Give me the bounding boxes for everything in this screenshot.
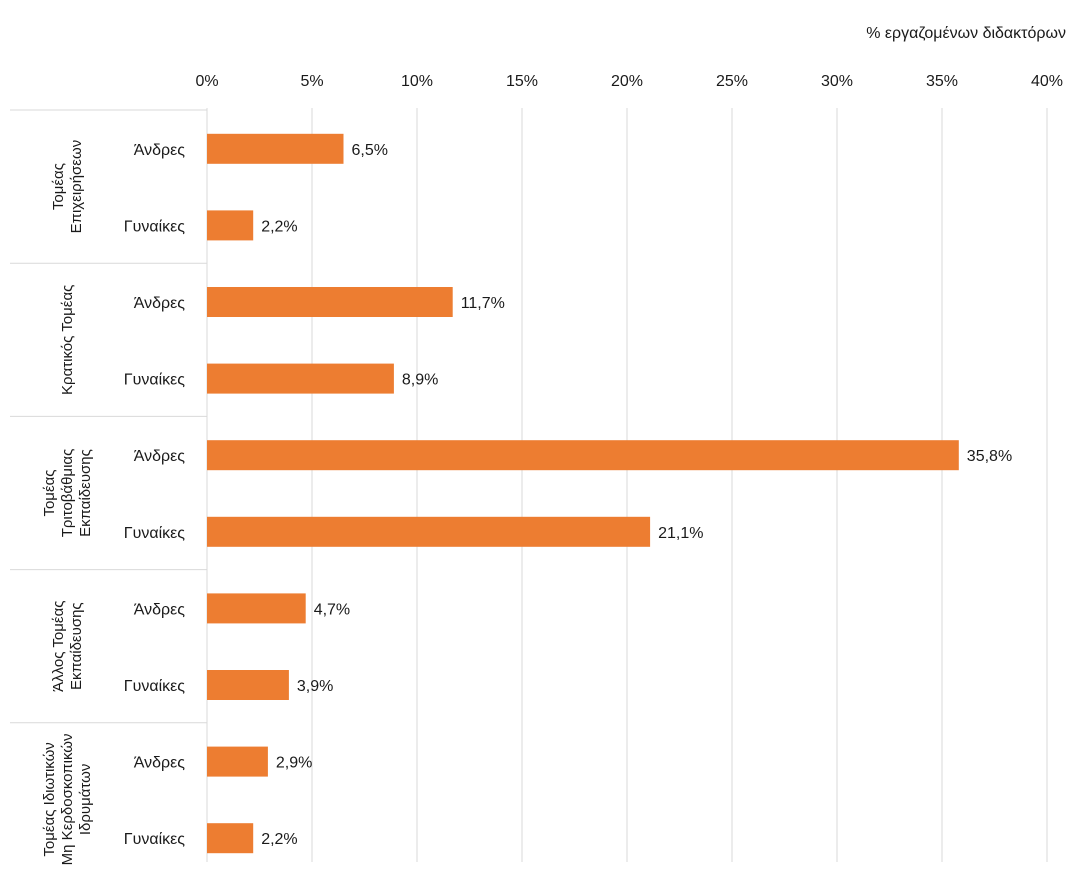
bar xyxy=(207,593,306,624)
group-separators xyxy=(10,108,208,862)
group-label-line: Άλλος Τομέας xyxy=(50,601,67,692)
x-tick-label: 30% xyxy=(821,73,853,90)
category-label: Άνδρες xyxy=(134,295,186,312)
category-label: Άνδρες xyxy=(134,755,186,772)
group-label-line: Τομέας Ιδιωτικών xyxy=(41,742,58,856)
bar xyxy=(207,670,289,700)
data-labels: 6,5% 2,2% 11,7% 8,9% 35,8% 21,1% 4,7% 3,9% 2,9% 2… xyxy=(261,142,1012,848)
x-tick-label: 40% xyxy=(1031,73,1063,90)
x-tick-label: 15% xyxy=(506,73,538,90)
data-label: 2,9% xyxy=(276,755,312,772)
data-label: 35,8% xyxy=(967,448,1012,465)
group-label: Άλλος ΤομέαςΕκπαίδευσης xyxy=(50,601,85,692)
x-tick-label: 25% xyxy=(716,73,748,90)
gridlines xyxy=(206,108,1048,862)
category-label: Γυναίκες xyxy=(124,678,186,695)
category-labels: Άνδρες Γυναίκες Άνδρες Γυναίκες Άνδρες Γυναίκ… xyxy=(124,142,186,848)
bars xyxy=(207,133,959,854)
x-tick-label: 20% xyxy=(611,73,643,90)
group-label: ΤομέαςΤριτοβάθμιαςΕκπαίδευσης xyxy=(41,449,94,538)
category-label: Γυναίκες xyxy=(124,372,186,389)
data-label: 21,1% xyxy=(658,525,703,542)
x-axis-ticks: 0% 5% 10% 15% 20% 25% 30% 35% 40% xyxy=(195,73,1063,90)
x-tick-label: 0% xyxy=(195,73,218,90)
bar xyxy=(207,746,268,777)
bar xyxy=(207,287,453,317)
x-tick-label: 5% xyxy=(300,73,323,90)
data-label: 6,5% xyxy=(352,142,388,159)
category-label: Γυναίκες xyxy=(124,831,186,848)
group-label-line: Τριτοβάθμιας xyxy=(59,449,76,538)
group-label-line: Επιχειρήσεων xyxy=(68,140,85,234)
x-axis-title: % εργαζομένων διδακτόρων xyxy=(866,25,1066,42)
group-label-line: Κρατικός Τομέας xyxy=(59,285,76,395)
bar xyxy=(207,210,254,241)
category-label: Άνδρες xyxy=(134,448,186,465)
group-label-line: Εκπαίδευσης xyxy=(77,449,94,537)
data-label: 2,2% xyxy=(261,831,297,848)
group-label: Κρατικός Τομέας xyxy=(59,285,76,395)
group-label: Τομέας ΙδιωτικώνΜη ΚερδοσκοπικώνΙδρυμάτω… xyxy=(41,733,94,865)
category-label: Γυναίκες xyxy=(124,218,186,235)
bar xyxy=(207,363,394,394)
group-label: ΤομέαςΕπιχειρήσεων xyxy=(50,140,85,234)
bar xyxy=(207,823,254,854)
data-label: 8,9% xyxy=(402,372,438,389)
bar xyxy=(207,440,959,471)
x-tick-label: 10% xyxy=(401,73,433,90)
category-label: Άνδρες xyxy=(134,601,186,618)
group-label-line: Ιδρυμάτων xyxy=(77,764,94,836)
group-label-line: Τομέας xyxy=(50,163,67,210)
data-label: 3,9% xyxy=(297,678,333,695)
group-label-line: Τομέας xyxy=(41,469,58,516)
group-label-line: Εκπαίδευσης xyxy=(68,602,85,690)
data-label: 11,7% xyxy=(461,295,505,312)
bar xyxy=(207,133,344,164)
category-label: Άνδρες xyxy=(134,142,186,159)
bar xyxy=(207,516,651,547)
category-label: Γυναίκες xyxy=(124,525,186,542)
group-label-line: Μη Κερδοσκοπικών xyxy=(59,733,76,865)
data-label: 4,7% xyxy=(314,601,350,618)
x-tick-label: 35% xyxy=(926,73,958,90)
data-label: 2,2% xyxy=(261,218,297,235)
